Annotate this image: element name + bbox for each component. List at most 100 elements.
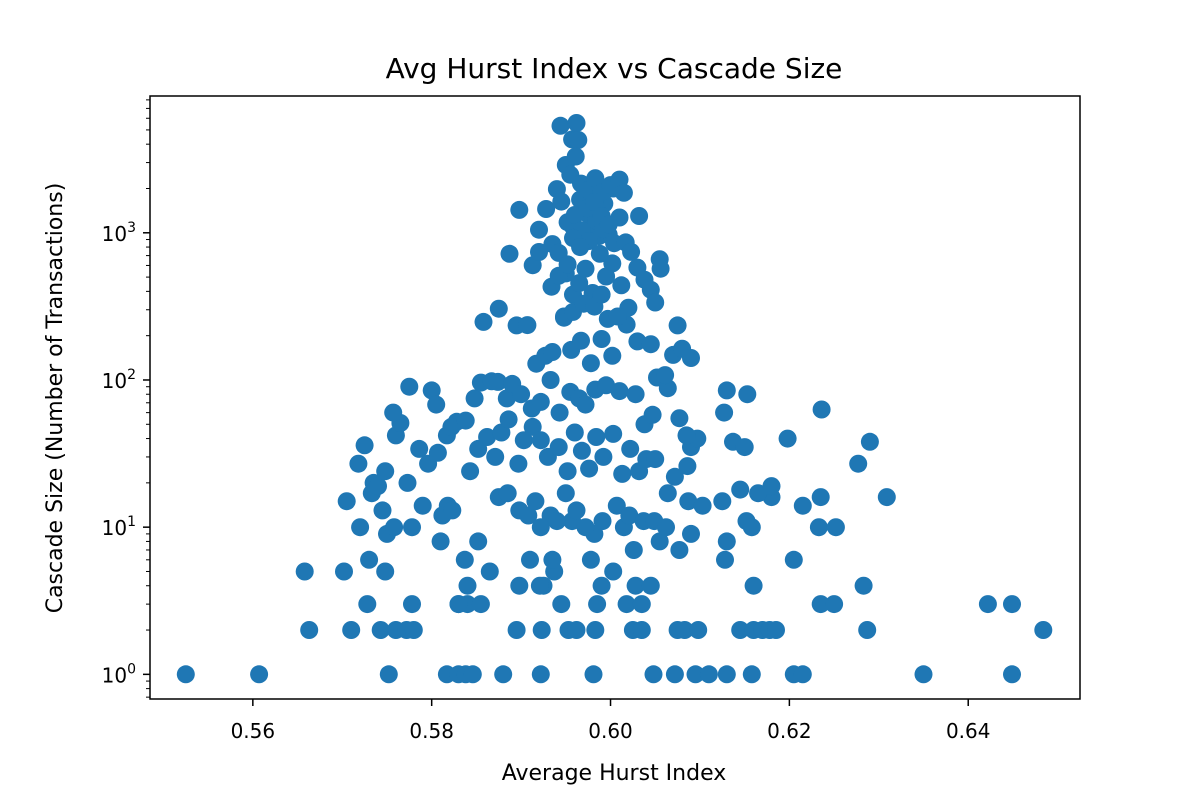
x-axis: 0.56 0.58 0.60 0.62 0.64 <box>231 699 991 743</box>
data-point <box>1034 621 1053 639</box>
data-point <box>335 562 353 581</box>
chart-title: Avg Hurst Index vs Cascade Size <box>386 52 843 85</box>
data-point <box>337 492 356 511</box>
data-point <box>586 169 605 188</box>
data-point <box>784 550 803 569</box>
data-point <box>360 550 379 569</box>
x-tick-label: 0.60 <box>588 719 633 743</box>
data-point <box>656 366 675 385</box>
data-point <box>731 480 750 499</box>
data-point <box>531 392 550 411</box>
data-point <box>531 431 550 450</box>
data-point <box>585 193 604 211</box>
data-point <box>567 501 586 520</box>
data-point <box>617 595 636 614</box>
data-point <box>658 484 677 503</box>
data-point <box>580 459 599 478</box>
data-point <box>543 343 562 361</box>
data-point <box>551 116 570 135</box>
data-point <box>572 331 590 350</box>
x-axis-title: Average Hurst Index <box>502 761 727 786</box>
data-point <box>793 496 812 515</box>
data-point <box>531 665 550 684</box>
data-point <box>480 562 499 581</box>
data-point <box>403 595 421 614</box>
data-point <box>552 192 571 211</box>
data-point <box>858 621 877 639</box>
data-point <box>699 665 718 684</box>
data-point <box>371 621 390 639</box>
data-point <box>461 462 480 481</box>
data-point <box>593 512 612 531</box>
data-point <box>431 532 450 551</box>
data-point <box>351 518 370 537</box>
data-point <box>428 443 447 462</box>
data-point <box>499 410 518 429</box>
data-point <box>621 439 640 458</box>
data-point <box>474 312 493 331</box>
data-point <box>1003 665 1021 684</box>
data-point <box>400 377 419 396</box>
data-point <box>532 621 551 639</box>
data-point <box>530 576 549 595</box>
data-point <box>607 496 626 515</box>
y-axis: 100 101 102 103 <box>102 99 150 698</box>
data-point <box>537 200 556 218</box>
data-point <box>592 330 611 348</box>
data-point <box>465 389 484 408</box>
data-point <box>632 595 651 614</box>
data-point <box>449 595 468 614</box>
data-point <box>604 562 623 581</box>
data-point <box>651 259 670 278</box>
data-point <box>404 621 423 639</box>
data-point <box>643 405 662 424</box>
data-point <box>604 424 623 443</box>
data-point <box>825 595 844 614</box>
data-point <box>809 518 828 537</box>
data-point <box>581 550 600 569</box>
data-point <box>403 518 421 537</box>
data-point <box>1003 595 1021 614</box>
data-point <box>812 400 831 419</box>
data-point <box>610 382 629 401</box>
data-point <box>682 524 700 543</box>
data-point <box>410 439 429 458</box>
data-point <box>176 665 195 684</box>
data-point <box>632 621 651 639</box>
data-point <box>422 381 441 400</box>
data-point <box>592 576 611 595</box>
data-point <box>716 550 734 569</box>
data-point <box>576 518 595 537</box>
data-point <box>641 576 660 595</box>
data-point <box>567 621 586 639</box>
data-point <box>657 518 675 537</box>
data-point <box>355 436 374 455</box>
data-point <box>398 473 417 492</box>
data-point <box>624 541 643 559</box>
data-point <box>646 293 665 312</box>
data-point <box>558 255 577 274</box>
data-point <box>489 299 508 318</box>
points-layer <box>176 114 1053 684</box>
data-point <box>717 665 736 684</box>
data-point <box>510 200 529 219</box>
y-tick-label: 102 <box>102 367 136 393</box>
data-point <box>469 532 488 551</box>
data-point <box>715 403 734 422</box>
y-tick-label: 101 <box>102 514 136 540</box>
data-point <box>526 492 545 511</box>
data-point <box>581 354 600 373</box>
data-point <box>443 501 462 520</box>
data-point <box>300 621 319 639</box>
data-point <box>677 426 696 445</box>
x-tick-label: 0.64 <box>946 719 991 743</box>
data-point <box>576 259 595 278</box>
data-point <box>744 576 763 595</box>
data-point <box>811 488 830 507</box>
data-point <box>530 220 548 239</box>
data-point <box>385 518 404 537</box>
data-point <box>250 665 269 684</box>
data-point <box>978 595 997 614</box>
data-point <box>510 576 529 595</box>
